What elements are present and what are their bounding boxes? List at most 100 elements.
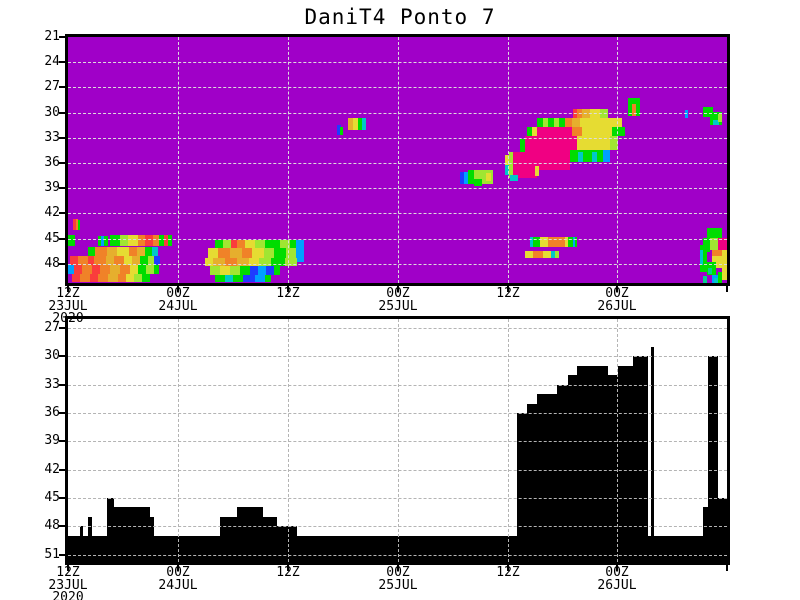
bar-segment [114,507,150,562]
heatmap-cell [513,165,537,178]
heatmap-cell [572,127,582,136]
heatmap-cell [120,235,128,246]
heatmap-cell [98,274,108,282]
heatmap-cell [712,250,722,256]
bar-segment [107,497,114,562]
x-tick-mark [177,286,179,292]
x-tick-mark [287,565,289,571]
y-tick-label: 36 [44,155,60,170]
heatmap-cell [250,266,258,275]
heatmap-cell [110,265,120,274]
heatmap-cell [685,110,688,118]
v-gridline [398,319,399,562]
heatmap-cell [215,240,223,248]
h-gridline [68,356,727,358]
x-tick-mark [287,286,289,292]
v-gridline [288,37,289,283]
heatmap-cell [610,136,618,150]
heatmap-cell [540,237,548,247]
bar-segment [654,535,703,562]
heatmap-cell [259,258,271,266]
x-tick-mark [397,565,399,571]
heatmap-cell [80,274,90,282]
y-tick-mark [59,440,65,443]
v-gridline [508,319,509,562]
h-gridline [68,163,727,164]
heatmap-cell [245,240,255,248]
h-gridline [68,412,727,414]
bar-segment [154,535,220,562]
x-tick-label: 12Z [496,565,520,580]
heatmap-cell [337,125,341,135]
heatmap-cell [76,219,78,230]
heatmap-cell [258,266,266,275]
y-tick-label: 30 [44,104,60,120]
y-tick-label: 21 [44,29,60,44]
heatmap-cell [140,256,148,265]
heatmap-cell [68,235,75,246]
x-tick-label: 00Z 26JUL [597,286,637,314]
h-gridline [68,188,727,190]
heatmap-cell [700,245,707,272]
x-tick-label: 00Z 24JUL [158,286,198,314]
heatmap-cell [577,136,610,150]
v-gridline [178,37,179,283]
heatmap-cell [237,240,245,248]
heatmap-cell [718,114,722,122]
heatmap-cell [532,127,537,136]
y-tick-label: 39 [44,180,60,196]
x-tick-mark [507,286,509,292]
heatmap-cell [509,152,513,167]
heatmap-cell [154,256,160,265]
y-tick-label: 45 [44,230,60,246]
heatmap-cell [286,248,296,258]
heatmap-cell [362,118,366,130]
heatmap-cell [130,265,138,274]
heatmap-cell [243,275,255,282]
h-gridline [68,112,727,114]
y-tick-label: 27 [44,320,60,335]
y-tick-mark [59,411,65,414]
heatmap-cell [132,256,140,265]
v-gridline [398,37,399,283]
bar-segment [648,535,651,562]
heatmap-cell [559,118,565,127]
bar-segment [88,516,92,562]
plot-title: DaniT4 Ponto 7 [304,5,496,29]
h-gridline [68,213,727,215]
heatmap-cell [551,251,555,258]
heatmap-cell [255,240,265,248]
y-tick-mark [59,36,65,38]
heatmap-cell [578,152,583,162]
x-tick-mark [177,565,179,571]
h-gridline [68,469,727,471]
heatmap-cell [129,247,137,256]
heatmap-cell [274,266,280,275]
heatmap-cell [223,240,231,248]
heatmap-cell [205,258,213,266]
x-tick-label: 00Z 25JUL [378,565,418,593]
heatmap-cell [138,265,146,274]
bar-segment [651,346,654,562]
heatmap-cell [95,247,107,256]
heatmap-cell [90,274,98,282]
h-gridline [68,497,727,499]
heatmap-cell [164,235,168,246]
heatmap-cell [710,238,718,250]
y-tick-mark [59,86,65,89]
x-tick-label: 12Z [276,286,300,301]
bar-segment [527,403,537,562]
y-tick-label: 42 [44,461,60,477]
heatmap-cell [255,275,265,282]
heatmap-cell [582,127,612,136]
v-gridline [508,37,509,283]
heatmap-cell [120,265,130,274]
y-tick-mark [59,136,65,139]
y-tick-label: 39 [44,433,60,449]
heatmap-cell [215,275,225,282]
heatmap-cell [73,219,76,230]
heatmap-cell [98,236,101,246]
x-tick-mark [616,565,618,571]
x-tick-mark [726,565,728,571]
heatmap-cell [460,172,464,184]
